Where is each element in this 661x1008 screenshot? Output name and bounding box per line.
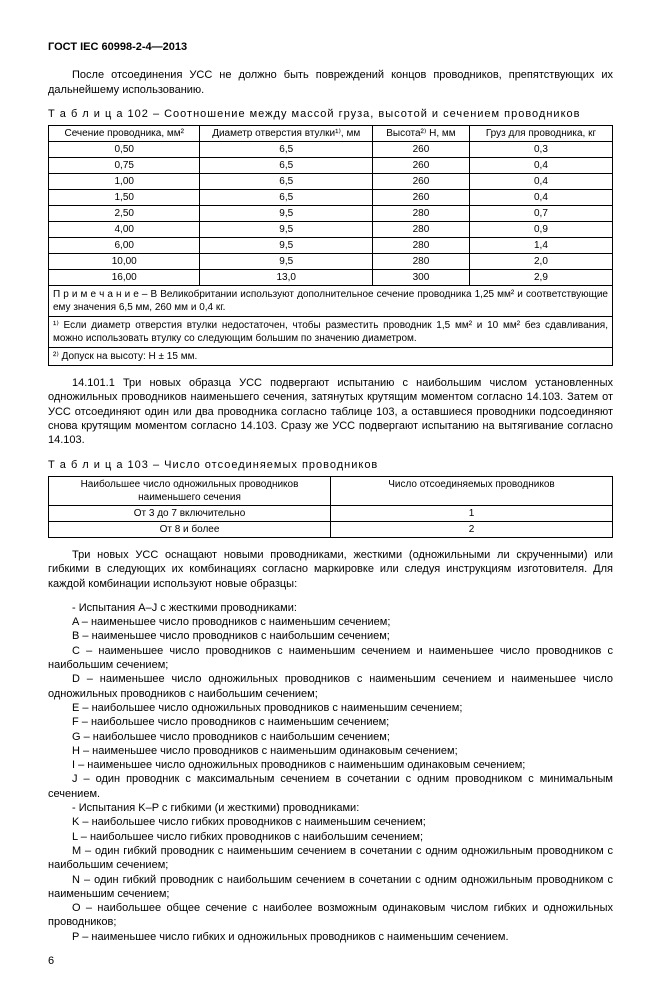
table-cell: 6,00 — [49, 238, 200, 254]
table-103: Наибольшее число одножильных проводников… — [48, 476, 613, 538]
table-cell: 10,00 — [49, 254, 200, 270]
table-cell: 1,00 — [49, 174, 200, 190]
table-cell: 16,00 — [49, 270, 200, 286]
paragraph-14-101-1: 14.101.1 Три новых образца УСС подвергаю… — [48, 376, 613, 447]
table-cell: От 8 и более — [49, 521, 331, 537]
list-item: I – наименьшее число одножильных проводн… — [48, 758, 613, 772]
table-row: 4,009,52800,9 — [49, 222, 613, 238]
table-cell: 2,0 — [469, 254, 612, 270]
table-cell: 6,5 — [200, 174, 373, 190]
table-row: 6,009,52801,4 — [49, 238, 613, 254]
list-item: K – наибольшее число гибких проводников … — [48, 815, 613, 829]
list-item: H – наименьшее число проводников с наиме… — [48, 744, 613, 758]
page-number: 6 — [48, 954, 613, 968]
list-item: F – наибольшее число проводников с наиме… — [48, 715, 613, 729]
list-item: G – наибольшее число проводников с наибо… — [48, 730, 613, 744]
table-row: 1,006,52600,4 — [49, 174, 613, 190]
caption-text: 103 – Число отсоединяемых проводников — [128, 459, 379, 471]
list-item: C – наименьшее число проводников с наиме… — [48, 644, 613, 673]
table-cell: 280 — [372, 254, 469, 270]
table-cell: 0,4 — [469, 190, 612, 206]
col-header: Сечение проводника, мм² — [49, 126, 200, 142]
list-item: - Испытания A–J с жесткими проводниками: — [48, 601, 613, 615]
table-row: 10,009,52802,0 — [49, 254, 613, 270]
table-cell: 2 — [331, 521, 613, 537]
caption-prefix: Т а б л и ц а — [48, 108, 123, 120]
col-header: Число отсоединяемых проводников — [331, 476, 613, 505]
caption-prefix: Т а б л и ц а — [48, 459, 123, 471]
document-header: ГОСТ IEC 60998-2-4—2013 — [48, 40, 613, 54]
list-item: A – наименьшее число проводников с наиме… — [48, 615, 613, 629]
list-item: - Испытания K–P с гибкими (и жесткими) п… — [48, 801, 613, 815]
table-cell: 6,5 — [200, 190, 373, 206]
table-row: 0,506,52600,3 — [49, 142, 613, 158]
table-cell: 0,7 — [469, 206, 612, 222]
table-footnote-1: ¹⁾ Если диаметр отверстия втулки недоста… — [49, 317, 613, 348]
table-cell: 260 — [372, 142, 469, 158]
table-cell: 0,4 — [469, 158, 612, 174]
table-cell: 260 — [372, 158, 469, 174]
table-cell: 280 — [372, 222, 469, 238]
table-cell: 9,5 — [200, 238, 373, 254]
list-item: N – один гибкий проводник с наибольшим с… — [48, 873, 613, 902]
col-header: Груз для проводника, кг — [469, 126, 612, 142]
table-row: 1,506,52600,4 — [49, 190, 613, 206]
table-row: От 3 до 7 включительно1 — [49, 505, 613, 521]
table-cell: 260 — [372, 190, 469, 206]
table-row: От 8 и более2 — [49, 521, 613, 537]
table-cell: 9,5 — [200, 254, 373, 270]
table-cell: 0,75 — [49, 158, 200, 174]
table-cell: 1,50 — [49, 190, 200, 206]
table-row: 16,0013,03002,9 — [49, 270, 613, 286]
table-103-caption: Т а б л и ц а 103 – Число отсоединяемых … — [48, 458, 613, 472]
table-header-row: Сечение проводника, мм² Диаметр отверсти… — [49, 126, 613, 142]
col-header: Высота²⁾ H, мм — [372, 126, 469, 142]
table-cell: От 3 до 7 включительно — [49, 505, 331, 521]
table-cell: 280 — [372, 206, 469, 222]
table-cell: 9,5 — [200, 206, 373, 222]
table-cell: 0,4 — [469, 174, 612, 190]
table-cell: 4,00 — [49, 222, 200, 238]
paragraph-after-103: Три новых УСС оснащают новыми проводника… — [48, 548, 613, 591]
table-cell: 300 — [372, 270, 469, 286]
list-item: E – наибольшее число одножильных проводн… — [48, 701, 613, 715]
table-row: 2,509,52800,7 — [49, 206, 613, 222]
table-note: П р и м е ч а н и е – В Великобритании и… — [49, 286, 613, 317]
col-header: Наибольшее число одножильных проводников… — [49, 476, 331, 505]
table-cell: 0,9 — [469, 222, 612, 238]
test-list: - Испытания A–J с жесткими проводниками:… — [48, 601, 613, 944]
table-cell: 13,0 — [200, 270, 373, 286]
table-cell: 1,4 — [469, 238, 612, 254]
table-cell: 260 — [372, 174, 469, 190]
list-item: D – наименьшее число одножильных проводн… — [48, 672, 613, 701]
table-cell: 9,5 — [200, 222, 373, 238]
list-item: L – наибольшее число гибких проводников … — [48, 830, 613, 844]
table-cell: 0,50 — [49, 142, 200, 158]
list-item: O – наибольшее общее сечение с наиболее … — [48, 901, 613, 930]
table-102: Сечение проводника, мм² Диаметр отверсти… — [48, 125, 613, 366]
col-header: Диаметр отверстия втулки¹⁾, мм — [200, 126, 373, 142]
table-header-row: Наибольшее число одножильных проводников… — [49, 476, 613, 505]
table-cell: 0,3 — [469, 142, 612, 158]
table-cell: 6,5 — [200, 158, 373, 174]
list-item: J – один проводник с максимальным сечени… — [48, 772, 613, 801]
table-row: 0,756,52600,4 — [49, 158, 613, 174]
table-cell: 2,50 — [49, 206, 200, 222]
table-cell: 2,9 — [469, 270, 612, 286]
list-item: M – один гибкий проводник с наименьшим с… — [48, 844, 613, 873]
list-item: B – наименьшее число проводников с наибо… — [48, 629, 613, 643]
table-cell: 6,5 — [200, 142, 373, 158]
intro-paragraph: После отсоединения УСС не должно быть по… — [48, 68, 613, 97]
table-102-caption: Т а б л и ц а 102 – Соотношение между ма… — [48, 107, 613, 121]
table-cell: 280 — [372, 238, 469, 254]
table-footnote-2: ²⁾ Допуск на высоту: H ± 15 мм. — [49, 348, 613, 366]
table-cell: 1 — [331, 505, 613, 521]
caption-text: 102 – Соотношение между массой груза, вы… — [128, 108, 581, 120]
list-item: P – наименьшее число гибких и одножильны… — [48, 930, 613, 944]
